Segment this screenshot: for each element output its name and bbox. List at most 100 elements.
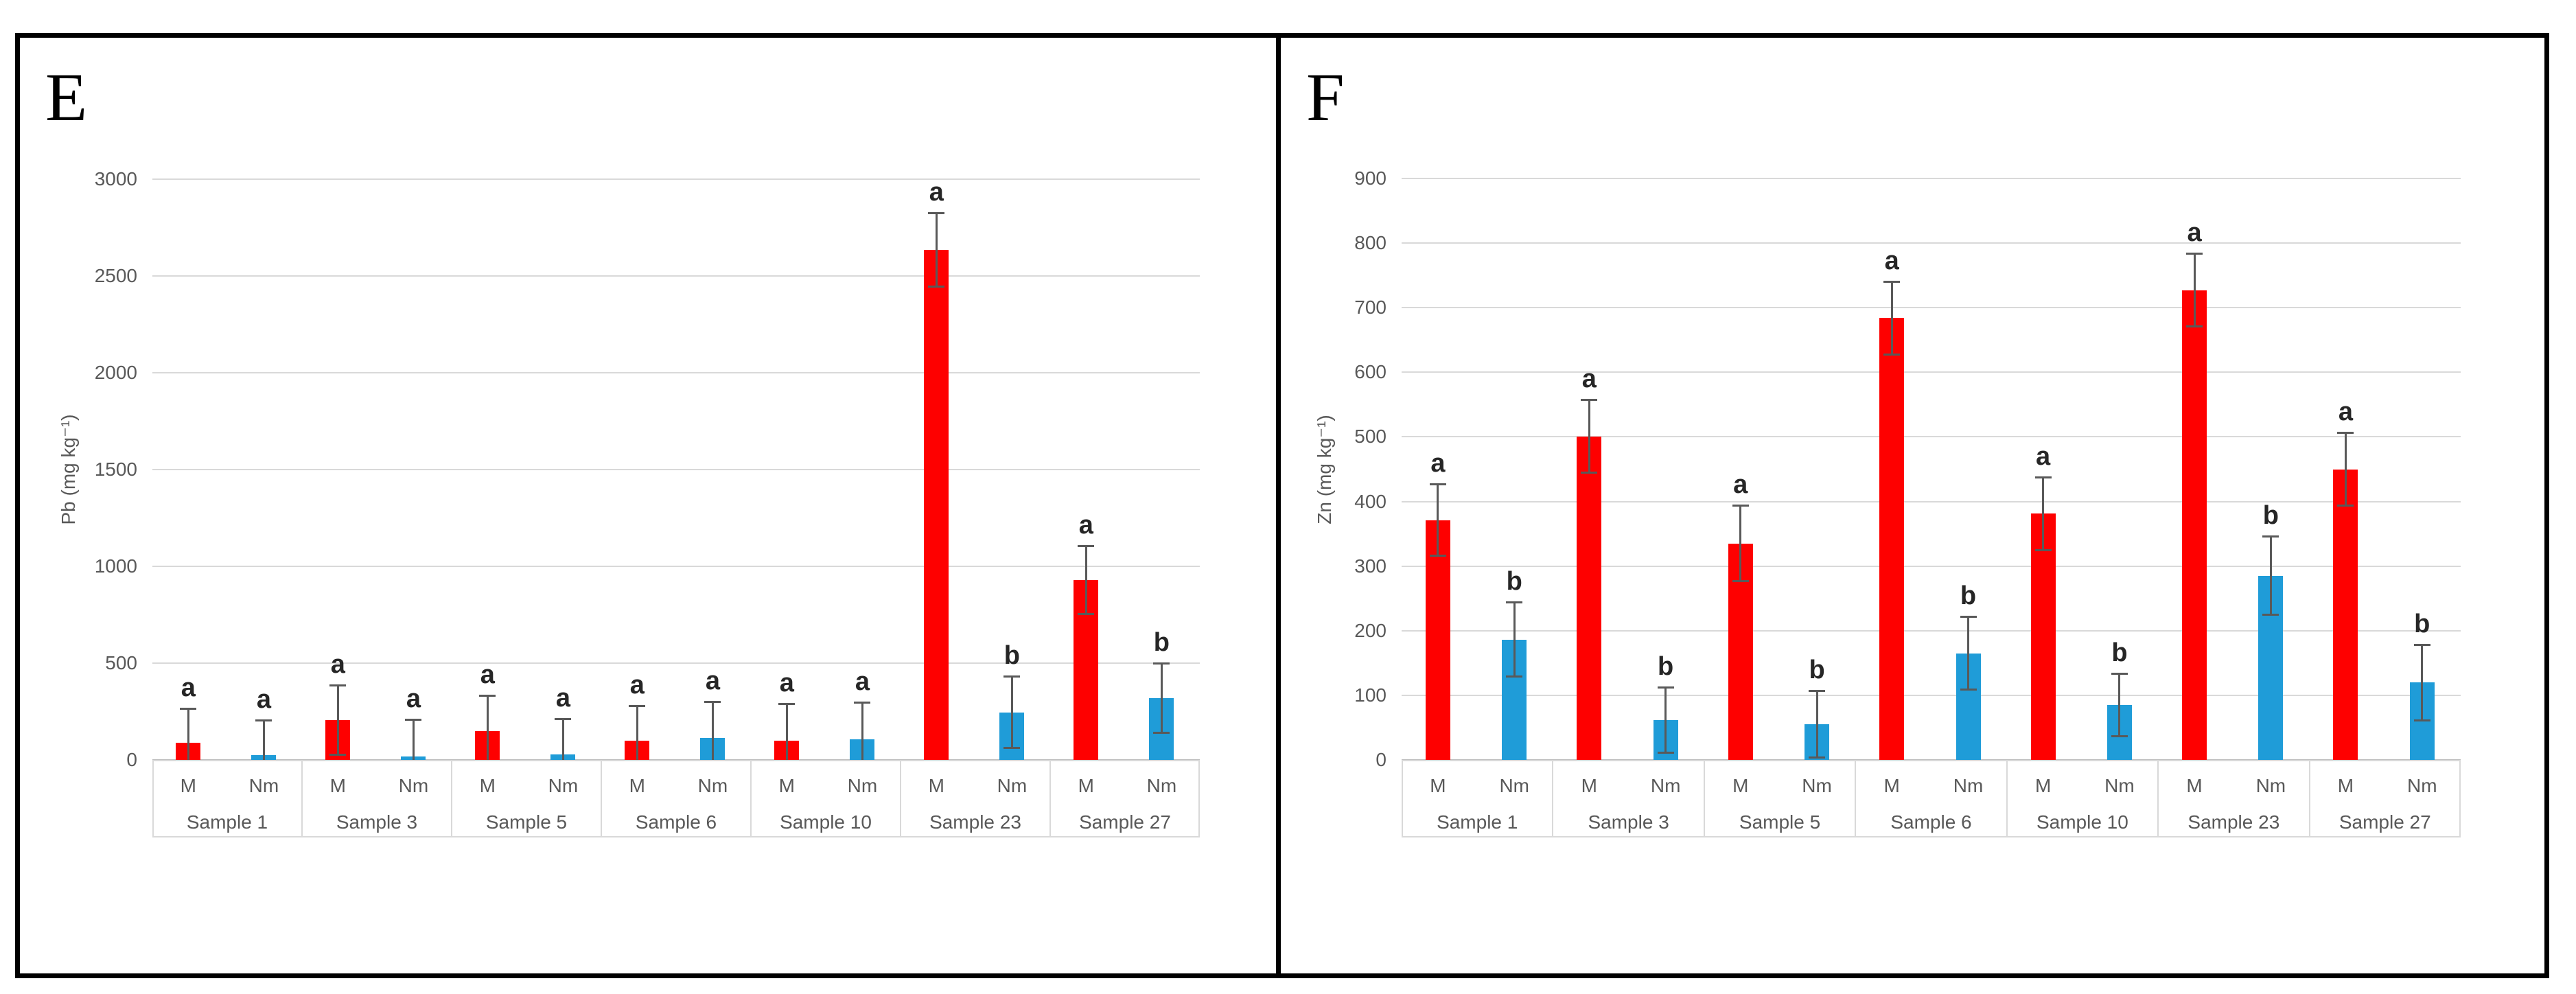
error-bar-top-cap [479, 694, 496, 697]
y-tick-label: 500 [105, 652, 137, 673]
error-bar [2042, 476, 2045, 551]
category-label: Sample 10 [2036, 811, 2128, 833]
error-bar-bottom-cap [1883, 353, 1901, 356]
gridline [1402, 178, 2461, 179]
error-bar-top-cap [2034, 476, 2052, 478]
series-label-m: M [629, 775, 645, 796]
x-axis-label-band [1402, 760, 2461, 837]
significance-letter: a [779, 669, 794, 698]
error-bar-top-cap [1506, 601, 1523, 604]
error-bar-top-cap [629, 704, 646, 707]
significance-letter: a [1581, 364, 1597, 393]
group-separator [2157, 760, 2159, 837]
error-bar [561, 718, 564, 760]
group-separator [601, 760, 602, 837]
gridline [152, 662, 1200, 664]
y-tick-label: 2500 [94, 265, 137, 286]
significance-letter: a [2338, 397, 2354, 426]
series-label-m: M [2337, 775, 2354, 796]
error-bar [2421, 643, 2424, 721]
category-label: Sample 1 [186, 811, 268, 833]
error-bar-bottom-cap [1732, 580, 1749, 583]
error-bar-bottom-cap [1657, 751, 1674, 754]
series-label-nm: Nm [398, 775, 429, 796]
y-axis-title: Pb (mg kg⁻¹) [58, 414, 79, 525]
gridline [152, 178, 1200, 180]
error-bar-bottom-cap [1506, 675, 1523, 678]
gridline [152, 372, 1200, 373]
error-bar-bottom-cap [928, 285, 945, 288]
significance-letter: a [256, 684, 271, 714]
gridline [1402, 565, 2461, 567]
y-tick-label: 0 [126, 749, 137, 770]
y-axis-title: Zn (mg kg⁻¹) [1314, 414, 1335, 524]
series-label-m: M [2034, 775, 2052, 796]
y-tick-label: 3000 [94, 168, 137, 189]
significance-letter: a [330, 650, 345, 680]
error-bar [1967, 616, 1969, 691]
series-label-m: M [1581, 775, 1597, 796]
error-bar-bottom-cap [1581, 472, 1598, 474]
error-bar [412, 718, 415, 760]
error-bar [2193, 253, 2196, 328]
series-label-nm: Nm [548, 775, 579, 796]
error-bar-top-cap [854, 701, 871, 704]
series-label-m: M [479, 775, 496, 796]
gridline [1402, 436, 2461, 438]
error-bar-top-cap [2337, 431, 2354, 434]
error-bar-top-cap [555, 718, 572, 721]
error-bar [1588, 398, 1590, 474]
y-tick-label: 600 [1354, 361, 1386, 383]
y-tick-label: 0 [1376, 749, 1386, 770]
figure-border [15, 33, 2549, 978]
significance-letter: a [1078, 510, 1093, 540]
series-label-m: M [1883, 775, 1900, 796]
gridline [152, 275, 1200, 277]
y-tick-label: 2000 [94, 362, 137, 383]
error-bar-bottom-cap [2186, 325, 2203, 328]
series-label-m: M [2186, 775, 2203, 796]
error-bar-top-cap [1003, 675, 1021, 678]
category-label: Sample 1 [1437, 811, 1518, 833]
significance-letter: a [555, 684, 570, 713]
y-tick-label: 200 [1354, 619, 1386, 641]
bar-m [1425, 520, 1450, 760]
error-bar-top-cap [1657, 686, 1674, 689]
error-bar-top-cap [1429, 483, 1446, 486]
category-label: Sample 3 [336, 811, 418, 833]
group-separator [2006, 760, 2008, 837]
gridline [1402, 242, 2461, 244]
significance-letter: a [181, 673, 196, 702]
error-bar [262, 719, 265, 760]
error-bar-bottom-cap [1960, 689, 1977, 691]
series-label-m: M [928, 775, 944, 796]
error-bar-top-cap [778, 703, 796, 706]
x-axis-label-band [152, 760, 1200, 837]
series-label-m: M [1078, 775, 1094, 796]
group-separator [301, 760, 303, 837]
error-bar [1010, 675, 1013, 750]
error-bar-bottom-cap [2034, 549, 2052, 552]
series-label-m: M [778, 775, 795, 796]
group-separator [900, 760, 901, 837]
gridline [1402, 500, 2461, 502]
group-separator [750, 760, 752, 837]
panel-letter-e: E [45, 59, 88, 135]
error-bar-top-cap [329, 684, 347, 687]
series-label-nm: Nm [997, 775, 1028, 796]
series-label-nm: Nm [2255, 775, 2286, 796]
bar-m [2030, 513, 2056, 760]
gridline [1402, 307, 2461, 309]
y-tick-label: 300 [1354, 555, 1386, 577]
category-label: Sample 3 [1588, 811, 1669, 833]
error-bar [785, 703, 788, 760]
bar-m [2333, 469, 2358, 760]
error-bar [336, 684, 339, 756]
group-separator [2308, 760, 2310, 837]
group-separator [451, 760, 452, 837]
y-tick-label: 500 [1354, 426, 1386, 448]
error-bar-top-cap [1078, 544, 1095, 547]
group-separator [1552, 760, 1554, 837]
error-bar-top-cap [928, 211, 945, 214]
